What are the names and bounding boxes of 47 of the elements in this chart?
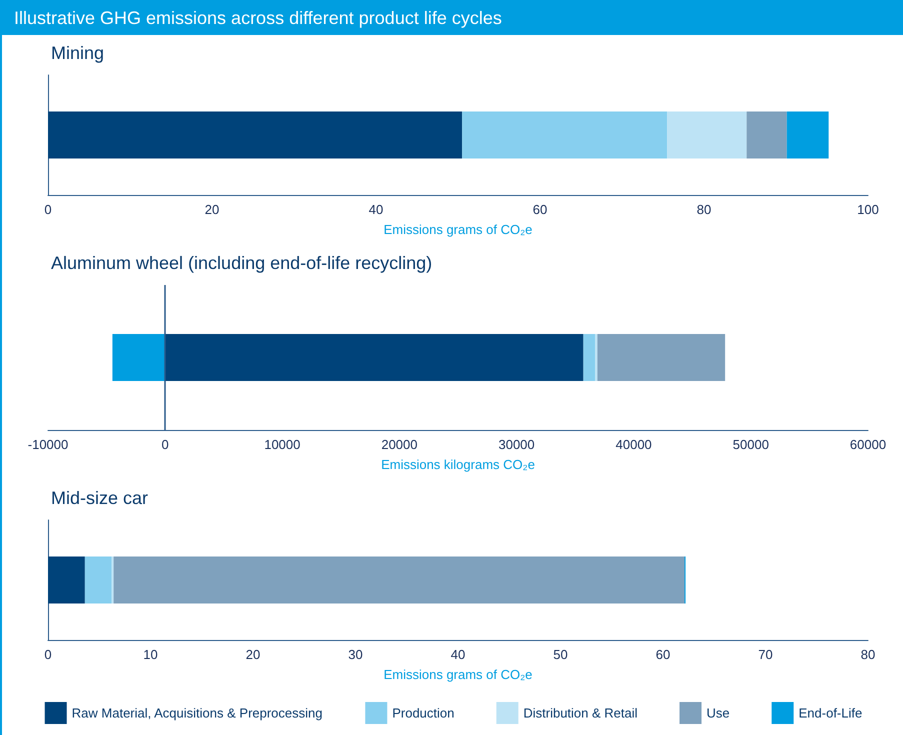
x-tick-label: 100 [857,202,879,217]
x-tick-label: 0 [44,202,52,217]
x-axis-title: Emissions grams of CO₂e [384,667,532,682]
x-tick-label: 0 [162,437,169,452]
bar [84,556,112,604]
bar [746,112,787,158]
x-tick-label: 30 [348,647,363,662]
chart-title: Mid-size car [51,488,148,508]
bar [786,112,829,158]
text: Illustrative GHG emissions across different product life cycles [2,0,903,35]
x-tick-label: 30000 [498,437,535,452]
x-tick-label: 40 [368,202,384,217]
bar [114,556,685,604]
x-tick-label: 60000 [850,437,886,452]
x-axis-title: Emissions grams of CO₂e [384,222,532,237]
legend-label: End-of-Life [798,706,862,720]
bar [48,556,85,604]
bar [165,334,584,381]
x-tick-label: 0 [44,647,52,662]
bar [667,112,747,158]
x-tick-label: 10000 [264,437,300,452]
legend-label: Raw Material, Acquisitions & Preprocessing [72,706,323,720]
x-tick-label: 60 [532,202,548,217]
x-tick-label: 70 [758,647,773,662]
x-tick-label: 60 [656,647,670,662]
x-tick-label: 50000 [732,437,769,452]
legend-label: Use [706,706,730,720]
x-tick-label: 20000 [381,437,418,452]
x-tick-label: 50 [553,647,568,662]
bar [597,334,726,381]
chart-title: Aluminum wheel (including end-of-life recycling) [51,253,432,273]
x-axis-title: Emissions kilograms CO₂e [381,457,535,472]
chart-title: Mining [51,43,104,63]
x-tick-label: 20 [246,647,260,662]
x-tick-label: -10000 [28,437,68,452]
legend-label: Production [392,706,454,720]
legend-label: Distribution & Retail [523,706,638,720]
x-tick-label: 80 [696,202,712,217]
bar [112,334,166,381]
bar [462,112,668,158]
x-tick-label: 10 [143,647,158,662]
bar [583,334,596,381]
x-tick-label: 20 [204,202,220,217]
x-tick-label: 40000 [616,437,652,452]
x-tick-label: 40 [450,647,466,662]
x-tick-label: 80 [860,647,876,662]
bar [48,112,462,158]
